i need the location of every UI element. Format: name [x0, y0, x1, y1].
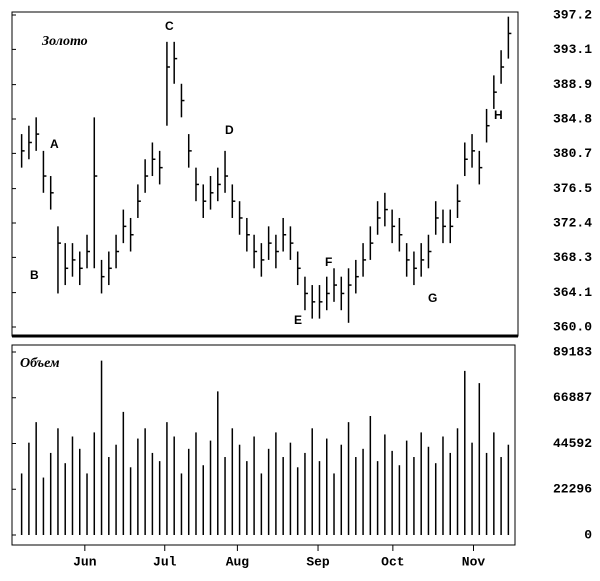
volume-title: Объем	[20, 356, 60, 371]
x-tick-label: Jun	[73, 554, 97, 569]
y-tick-label: 360.0	[553, 319, 592, 334]
y-tick-label: 393.1	[553, 42, 592, 57]
y-tick-label: 372.4	[553, 215, 592, 230]
y-tick-label: 388.9	[553, 77, 592, 92]
annotation: D	[225, 123, 234, 137]
x-tick-label: Aug	[226, 554, 250, 569]
annotation: G	[428, 291, 437, 305]
y-tick-label: 368.3	[553, 250, 592, 265]
x-tick-label: Sep	[306, 554, 330, 569]
y-tick-label: 89183	[553, 344, 592, 359]
annotation: C	[165, 19, 174, 33]
annotation: H	[494, 108, 503, 122]
x-tick-label: Jul	[153, 554, 177, 569]
volume-frame	[11, 344, 516, 546]
price-title: Золото	[41, 34, 88, 49]
y-tick-label: 66887	[553, 390, 592, 405]
price-frame	[11, 11, 519, 337]
annotation: B	[30, 268, 39, 282]
y-tick-label: 380.7	[553, 146, 592, 161]
x-tick-label: Oct	[381, 554, 404, 569]
y-tick-label: 44592	[553, 436, 592, 451]
y-tick-label: 22296	[553, 482, 592, 497]
annotation: F	[325, 255, 332, 269]
x-tick-label: Nov	[462, 554, 486, 569]
y-tick-label: 376.5	[553, 181, 592, 196]
y-tick-label: 384.8	[553, 111, 592, 126]
annotation: A	[50, 137, 59, 151]
annotation: E	[294, 313, 302, 327]
y-tick-label: 364.1	[553, 285, 592, 300]
y-tick-label: 0	[584, 527, 592, 542]
y-tick-label: 397.2	[553, 7, 592, 22]
